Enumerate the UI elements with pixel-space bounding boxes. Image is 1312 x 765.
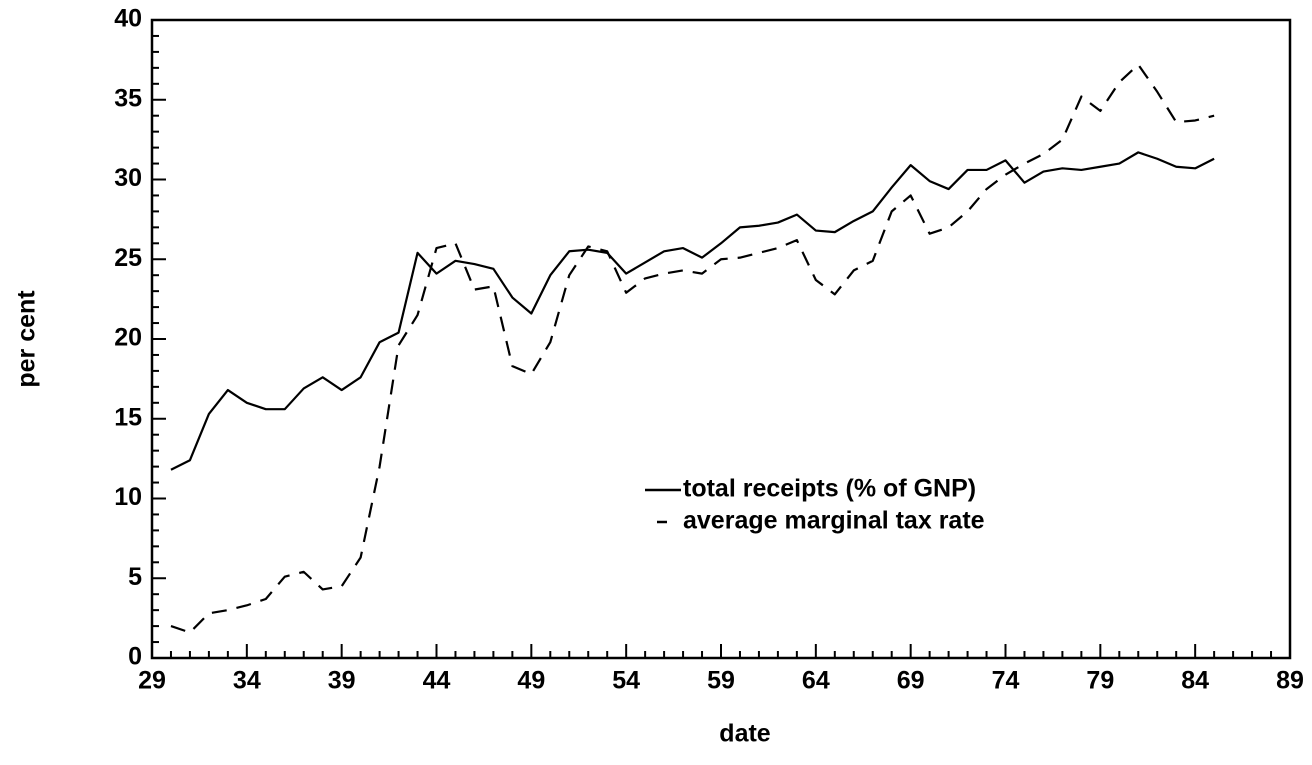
x-tick-label: 79 <box>1086 667 1114 695</box>
x-tick-label: 29 <box>138 667 166 695</box>
x-tick-label: 69 <box>897 667 925 695</box>
x-tick-label: 89 <box>1276 667 1304 695</box>
y-tick-label: 30 <box>114 164 142 192</box>
y-tick-label: 25 <box>114 244 142 272</box>
y-tick-label: 5 <box>128 563 142 591</box>
y-tick-label: 0 <box>128 643 142 671</box>
plot-frame <box>150 18 1292 660</box>
x-tick-label: 34 <box>233 667 261 695</box>
x-tick-label: 59 <box>707 667 735 695</box>
y-tick-label: 15 <box>114 403 142 431</box>
y-axis-label: per cent <box>13 290 41 388</box>
x-tick-label: 64 <box>802 667 830 695</box>
legend-label: total receipts (% of GNP) <box>683 475 976 503</box>
x-tick-label: 39 <box>328 667 356 695</box>
x-axis-label: date <box>719 720 771 748</box>
y-tick-label: 35 <box>114 84 142 112</box>
y-tick-label: 40 <box>114 5 142 33</box>
x-tick-label: 49 <box>517 667 545 695</box>
x-tick-label: 54 <box>612 667 640 695</box>
legend-label: average marginal tax rate <box>683 507 985 535</box>
y-tick-label: 10 <box>114 483 142 511</box>
x-tick-label: 84 <box>1181 667 1209 695</box>
series-line <box>170 63 1215 634</box>
y-tick-label: 20 <box>114 324 142 352</box>
x-tick-label: 44 <box>423 667 451 695</box>
x-tick-label: 74 <box>992 667 1020 695</box>
series-line <box>170 151 1215 471</box>
